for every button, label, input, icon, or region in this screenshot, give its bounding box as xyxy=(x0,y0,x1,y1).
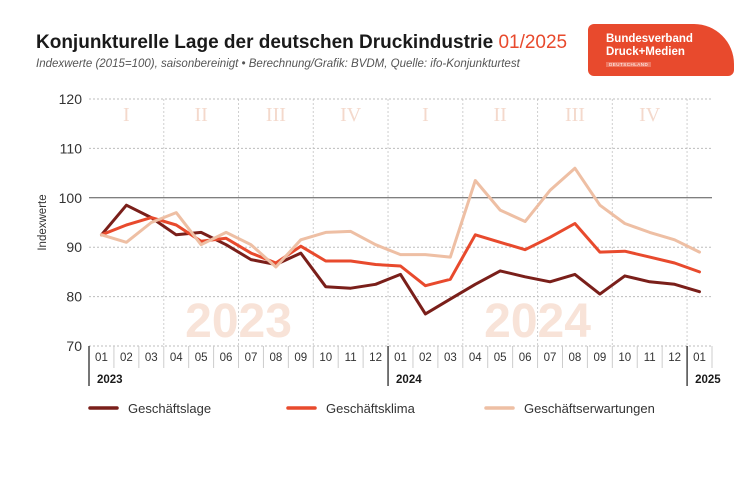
x-tick-month: 12 xyxy=(668,352,681,364)
logo-line-3: DEUTSCHLAND xyxy=(606,62,652,67)
quarter-label: II xyxy=(194,104,207,126)
y-tick-90: 90 xyxy=(66,239,82,255)
quarter-label: III xyxy=(565,104,585,126)
x-tick-month: 07 xyxy=(544,352,557,364)
title-date: 01/2025 xyxy=(498,32,568,53)
quarter-label: I xyxy=(422,104,429,126)
x-tick-month: 10 xyxy=(319,352,332,364)
x-tick-month: 03 xyxy=(145,352,158,364)
year-label-2024: 2024 xyxy=(396,374,422,386)
logo-line-2: Druck+Medien xyxy=(606,46,685,58)
x-tick-month: 01 xyxy=(693,352,706,364)
x-tick-month: 05 xyxy=(195,352,208,364)
chart-title: Konjunkturelle Lage der deutschen Drucki… xyxy=(36,32,567,54)
year-label-2025: 2025 xyxy=(695,374,721,386)
title-main: Konjunkturelle Lage der deutschen Drucki… xyxy=(36,32,494,53)
logo-line-1: Bundesverband xyxy=(606,33,693,45)
x-tick-month: 07 xyxy=(245,352,258,364)
chart-subtitle: Indexwerte (2015=100), saisonbereinigt •… xyxy=(36,58,520,70)
x-tick-month: 06 xyxy=(519,352,532,364)
x-tick-month: 03 xyxy=(444,352,457,364)
series-line-2 xyxy=(100,216,701,288)
x-tick-month: 04 xyxy=(469,352,482,364)
x-tick-month: 10 xyxy=(618,352,631,364)
x-tick-month: 11 xyxy=(345,352,357,364)
x-tick-month: 01 xyxy=(95,352,108,364)
x-tick-month: 04 xyxy=(170,352,183,364)
y-tick-110: 110 xyxy=(60,140,83,156)
series-line-3 xyxy=(100,166,701,269)
quarter-label: II xyxy=(494,104,507,126)
quarter-label: I xyxy=(123,104,130,126)
quarter-label: IV xyxy=(639,104,661,126)
legend-label-1: Geschäftslage xyxy=(128,401,211,416)
x-tick-month: 02 xyxy=(419,352,432,364)
x-tick-month: 09 xyxy=(593,352,606,364)
x-tick-month: 08 xyxy=(569,352,582,364)
legend-label-3: Geschäftserwartungen xyxy=(524,401,655,416)
series-line-1 xyxy=(100,203,701,316)
y-axis-label: Indexwerte xyxy=(37,194,49,250)
legend-label-2: Geschäftsklima xyxy=(326,401,416,416)
x-tick-month: 08 xyxy=(270,352,283,364)
x-tick-month: 06 xyxy=(220,352,233,364)
quarter-label: IV xyxy=(340,104,362,126)
y-tick-120: 120 xyxy=(59,91,83,107)
y-tick-100: 100 xyxy=(59,190,83,206)
year-label-2023: 2023 xyxy=(97,374,123,386)
x-tick-month: 01 xyxy=(394,352,407,364)
y-tick-70: 70 xyxy=(66,338,82,354)
x-tick-month: 09 xyxy=(294,352,307,364)
quarter-label: III xyxy=(266,104,286,126)
x-tick-month: 11 xyxy=(644,352,656,364)
x-tick-month: 02 xyxy=(120,352,133,364)
x-tick-month: 12 xyxy=(369,352,382,364)
bvdm-logo: Bundesverband Druck+Medien DEUTSCHLAND xyxy=(588,24,734,76)
y-tick-80: 80 xyxy=(66,289,82,305)
x-tick-month: 05 xyxy=(494,352,507,364)
